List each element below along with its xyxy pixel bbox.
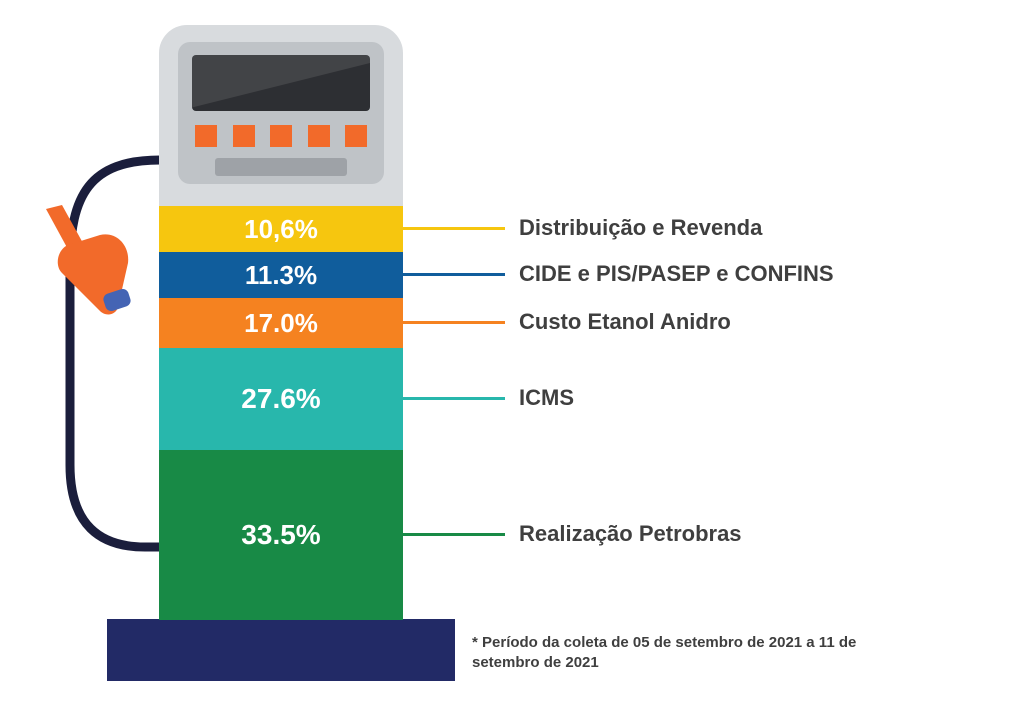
pump-screen xyxy=(192,55,370,111)
footnote-text: * Período da coleta de 05 de setembro de… xyxy=(472,633,892,674)
keypad-key xyxy=(345,125,367,147)
segment-label-row: Custo Etanol Anidro xyxy=(435,309,731,335)
connector-line xyxy=(403,273,505,276)
segment-label-row: CIDE e PIS/PASEP e CONFINS xyxy=(435,261,834,287)
segment-label: CIDE e PIS/PASEP e CONFINS xyxy=(505,261,834,287)
connector-line xyxy=(403,397,505,400)
connector-line xyxy=(403,321,505,324)
segment-bar: 17.0% xyxy=(159,298,403,348)
price-breakdown-stack: 10,6% 11.3% 17.0% 27.6% 33.5% xyxy=(159,206,403,620)
segment-label-row: Realização Petrobras xyxy=(435,521,742,547)
segment-value: 27.6% xyxy=(241,383,320,415)
keypad-key xyxy=(233,125,255,147)
segment-label-row: Distribuição e Revenda xyxy=(435,215,762,241)
pump-slot xyxy=(215,158,347,176)
segment-value: 17.0% xyxy=(244,308,318,339)
segment-bar: 27.6% xyxy=(159,348,403,450)
segment-label: Custo Etanol Anidro xyxy=(505,309,731,335)
segment-bar: 10,6% xyxy=(159,206,403,252)
segment-value: 11.3% xyxy=(245,260,317,291)
segment-label: Realização Petrobras xyxy=(505,521,742,547)
pump-nozzle xyxy=(40,205,135,315)
pump-base xyxy=(107,619,455,681)
keypad-key xyxy=(270,125,292,147)
segment-bar: 11.3% xyxy=(159,252,403,298)
connector-line xyxy=(403,227,505,230)
keypad-key xyxy=(308,125,330,147)
connector-line xyxy=(403,533,505,536)
segment-bar: 33.5% xyxy=(159,450,403,620)
keypad-key xyxy=(195,125,217,147)
segment-label: ICMS xyxy=(505,385,574,411)
segment-value: 10,6% xyxy=(244,214,318,245)
segment-value: 33.5% xyxy=(241,519,320,551)
segment-label: Distribuição e Revenda xyxy=(505,215,762,241)
pump-keypad xyxy=(195,125,367,147)
segment-label-row: ICMS xyxy=(435,385,574,411)
